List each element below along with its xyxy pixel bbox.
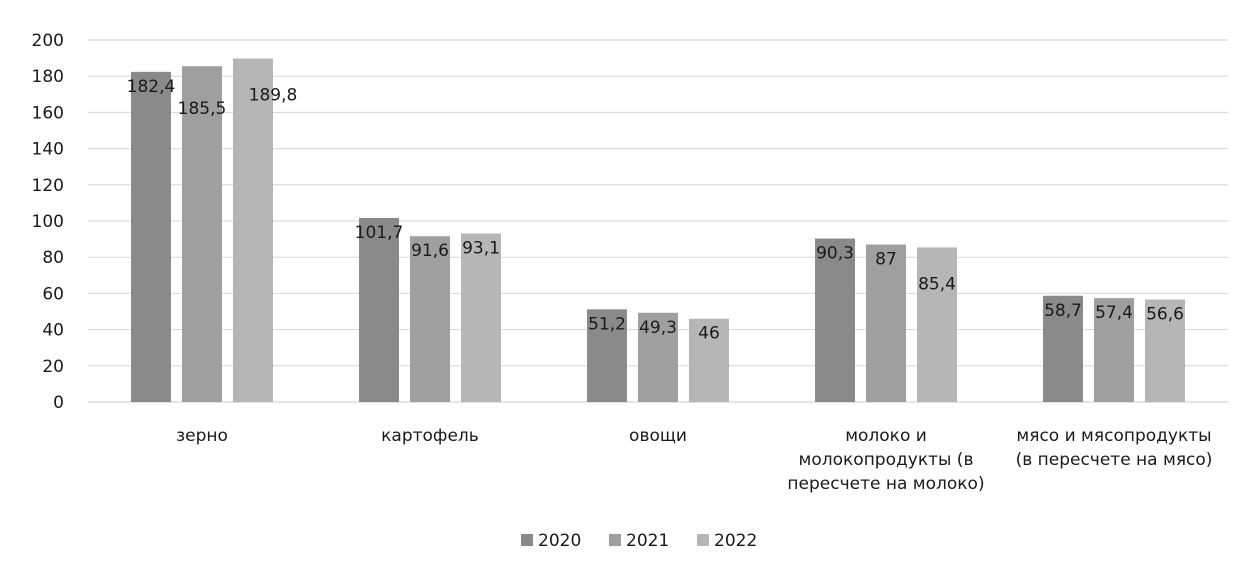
y-tick-label: 180 [32,67,64,87]
data-label: 49,3 [639,318,677,338]
category-label: молоко и [845,426,927,446]
y-tick-label: 40 [42,321,64,341]
y-tick-label: 0 [53,393,64,413]
data-label: 189,8 [249,85,298,105]
y-tick-label: 120 [32,176,64,196]
y-tick-label: 160 [32,103,64,123]
y-axis-ticks: 0 20 40 60 80 100 120 140 160 180 200 [32,31,64,413]
y-tick-label: 140 [32,140,64,160]
category-label: (в пересчете на мясо) [1016,450,1213,470]
gridlines [88,39,1228,403]
bar-2022-0 [233,58,273,402]
bar-2020-3 [815,238,855,402]
bar-2020-0 [131,71,171,402]
bar-2022-2 [689,318,729,402]
legend: 2020 2021 2022 [521,531,757,551]
bar-2020-1 [359,217,399,402]
bar-2021-4 [1094,298,1134,402]
data-label: 90,3 [816,244,854,264]
bar-2021-0 [182,66,222,403]
data-label: 185,5 [178,99,227,119]
y-tick-label: 20 [42,357,64,377]
data-label: 56,6 [1146,305,1184,325]
data-label: 57,4 [1095,303,1133,323]
category-label: пересчете на молоко) [787,474,984,494]
category-label: мясо и мясопродукты [1016,426,1211,446]
category-labels: зерно картофель овощи молоко и молокопродукт… [176,426,1212,494]
data-label: 85,4 [918,274,956,294]
legend-label: 2022 [714,531,757,551]
bar-2021-2 [638,312,678,402]
data-label: 182,4 [127,77,176,97]
data-label: 51,2 [588,314,626,334]
bar-2022-4 [1145,299,1185,402]
data-label: 93,1 [462,238,500,258]
category-label: картофель [381,426,479,446]
data-label: 87 [875,250,897,270]
category-label: зерно [176,426,228,446]
data-label: 91,6 [411,241,449,261]
legend-label: 2020 [538,531,581,551]
category-label: молокопродукты (в [799,450,974,470]
bar-2022-3 [917,247,957,402]
bar-2020-4 [1043,295,1083,402]
bar-2022-1 [461,233,501,402]
data-label: 58,7 [1044,301,1082,321]
y-tick-label: 60 [42,284,64,304]
bar-2020-2 [587,309,627,402]
category-label: овощи [629,426,687,446]
legend-swatch-2021 [609,534,621,546]
y-tick-label: 200 [32,31,64,51]
bar-2021-3 [866,244,906,402]
data-label: 101,7 [355,223,404,243]
bars [131,58,1185,403]
data-label: 46 [698,324,720,344]
legend-swatch-2020 [521,534,533,546]
legend-label: 2021 [626,531,669,551]
bar-2021-1 [410,236,450,402]
y-tick-label: 100 [32,212,64,232]
legend-swatch-2022 [697,534,709,546]
y-tick-label: 80 [42,248,64,268]
